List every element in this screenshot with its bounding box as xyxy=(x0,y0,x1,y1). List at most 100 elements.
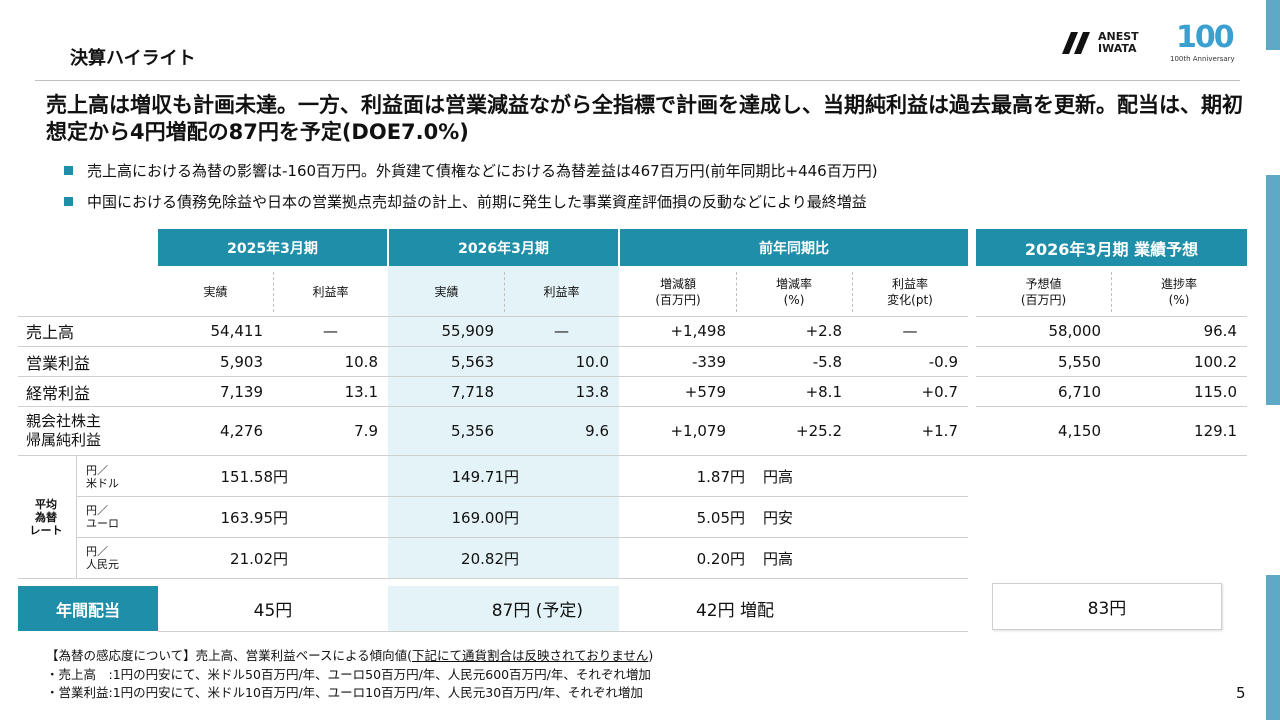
row-rule xyxy=(18,376,968,377)
table-cell: -0.9 xyxy=(928,352,958,371)
header-fy2025: 2025年3月期 xyxy=(158,229,387,266)
row-rule xyxy=(976,376,1247,377)
anest-iwata-logo: ANEST IWATA xyxy=(1062,24,1152,58)
current-period-shade xyxy=(388,586,619,631)
table-cell: 13.8 xyxy=(575,382,609,401)
subheader: 実績 xyxy=(434,285,459,299)
table-cell: +1,079 xyxy=(670,422,726,440)
fx-diff: 0.20円 xyxy=(696,549,745,568)
dashed-divider xyxy=(504,272,505,312)
page-number: 5 xyxy=(1236,684,1246,702)
table-cell: 54,411 xyxy=(210,322,264,340)
dashed-divider xyxy=(736,272,737,312)
table-cell: +579 xyxy=(684,382,726,401)
footnote-text: 【為替の感応度について】売上高、営業利益ベースによる傾向値( xyxy=(46,648,413,663)
title-divider xyxy=(35,80,1240,81)
fx-label: 平均 為替 レート xyxy=(29,497,63,537)
table-cell: 10.8 xyxy=(344,352,378,371)
header-yoy: 前年同期比 xyxy=(620,229,968,266)
right-deco-bar xyxy=(1266,575,1280,720)
table-cell: — xyxy=(554,322,569,340)
dashed-divider xyxy=(273,272,274,312)
footnote-text: ) xyxy=(648,648,654,663)
logo-text-line1: ANEST xyxy=(1098,30,1139,43)
logo-text-line2: IWATA xyxy=(1098,42,1137,55)
row-label: 親会社株主 帰属純利益 xyxy=(26,412,102,449)
subheader: 進捗率 (%) xyxy=(1160,277,1197,307)
bullet-text: 中国における債務免除益や日本の営業拠点売却益の計上、前期に発生した事業資産評価損… xyxy=(87,193,867,211)
fx-prev: 151.58円 xyxy=(220,468,289,486)
fx-direction: 円安 xyxy=(763,508,794,527)
table-cell: 4,276 xyxy=(220,422,263,440)
bullet-square-icon xyxy=(64,197,73,206)
anniversary-caption: 100th Anniversary xyxy=(1170,55,1235,63)
right-deco-bar xyxy=(1266,175,1280,405)
table-cell: +1,498 xyxy=(670,322,726,340)
fx-diff: 5.05円 xyxy=(696,508,745,527)
table-cell: -5.8 xyxy=(812,352,842,371)
table-cell: 5,903 xyxy=(220,352,263,371)
subheader: 利益率 xyxy=(543,285,580,299)
table-cell: 58,000 xyxy=(1048,322,1102,340)
fx-direction: 円高 xyxy=(763,468,794,486)
fx-curr: 20.82円 xyxy=(461,549,519,568)
table-cell: 10.0 xyxy=(575,352,609,371)
table-cell: 5,356 xyxy=(451,422,494,440)
table-cell: — xyxy=(323,322,338,340)
table-cell: 7,139 xyxy=(220,382,263,401)
row-rule xyxy=(18,455,1247,456)
subheader: 利益率 xyxy=(312,285,349,299)
subheader: 利益率 変化(pt) xyxy=(887,277,933,307)
table-cell: +0.7 xyxy=(921,382,958,401)
table-cell: +25.2 xyxy=(796,422,842,440)
bullet-text: 売上高における為替の影響は-160百万円。外貨建て債権などにおける為替差益は46… xyxy=(87,162,878,180)
row-rule xyxy=(76,537,968,538)
row-rule xyxy=(18,346,968,347)
row-rule xyxy=(18,316,968,317)
table-cell: 129.1 xyxy=(1194,422,1237,440)
fx-curr: 149.71円 xyxy=(451,468,520,486)
fx-divider xyxy=(76,456,77,578)
right-deco-bar xyxy=(1266,0,1280,50)
headline: 売上高は増収も計画未達。一方、利益面は営業減益ながら全指標で計画を達成し、当期純… xyxy=(46,93,1243,144)
table-cell: +8.1 xyxy=(805,382,842,401)
table-cell: — xyxy=(902,322,918,340)
table-cell: 4,150 xyxy=(1058,422,1101,440)
subheader: 増減率 (%) xyxy=(775,277,812,307)
table-cell: +2.8 xyxy=(805,322,842,340)
dividend-prev: 45円 xyxy=(253,601,293,621)
row-rule xyxy=(76,496,968,497)
dividend-curr: 87円 (予定) xyxy=(491,601,583,621)
section-title: 決算ハイライト xyxy=(70,48,196,69)
current-period-shade xyxy=(388,266,619,579)
subheader: 実績 xyxy=(203,285,228,299)
row-rule xyxy=(976,346,1247,347)
footnote-line3: ・営業利益:1円の円安にて、米ドル10百万円/年、ユーロ10百万円/年、人民元3… xyxy=(46,685,643,700)
row-label: 経常利益 xyxy=(26,383,91,403)
row-label: 売上高 xyxy=(26,323,75,342)
subheader: 増減額 (百万円) xyxy=(655,277,701,307)
row-rule xyxy=(158,631,968,632)
fx-prev: 21.02円 xyxy=(230,549,288,568)
table-cell: +1.7 xyxy=(921,422,958,440)
dividend-forecast: 83円 xyxy=(992,583,1222,630)
bullet-item: 売上高における為替の影響は-160百万円。外貨建て債権などにおける為替差益は46… xyxy=(64,160,878,181)
row-rule xyxy=(976,406,1247,407)
table-cell: 5,550 xyxy=(1058,352,1101,371)
dashed-divider xyxy=(852,272,853,312)
fx-direction: 円高 xyxy=(763,549,794,568)
fx-unit: 円／ ユーロ xyxy=(86,504,119,530)
footnote-underlined: 下記にて通貨割合は反映されておりません xyxy=(412,648,649,663)
dividend-label: 年間配当 xyxy=(18,586,158,631)
anniversary-logo: 100 100th Anniversary xyxy=(1170,20,1246,66)
fx-prev: 163.95円 xyxy=(220,508,289,527)
table-cell: 55,909 xyxy=(441,322,495,340)
bullet-item: 中国における債務免除益や日本の営業拠点売却益の計上、前期に発生した事業資産評価損… xyxy=(64,191,867,212)
footnote-line1: 【為替の感応度について】売上高、営業利益ベースによる傾向値(下記にて通貨割合は反… xyxy=(46,647,1196,664)
logo-mark-icon xyxy=(1062,32,1090,54)
table-cell: 100.2 xyxy=(1194,352,1237,371)
fx-unit: 円／ 米ドル xyxy=(86,463,119,490)
table-cell: 6,710 xyxy=(1058,382,1101,401)
fx-diff: 1.87円 xyxy=(696,468,745,486)
subheader: 予想値 (百万円) xyxy=(1020,277,1067,307)
